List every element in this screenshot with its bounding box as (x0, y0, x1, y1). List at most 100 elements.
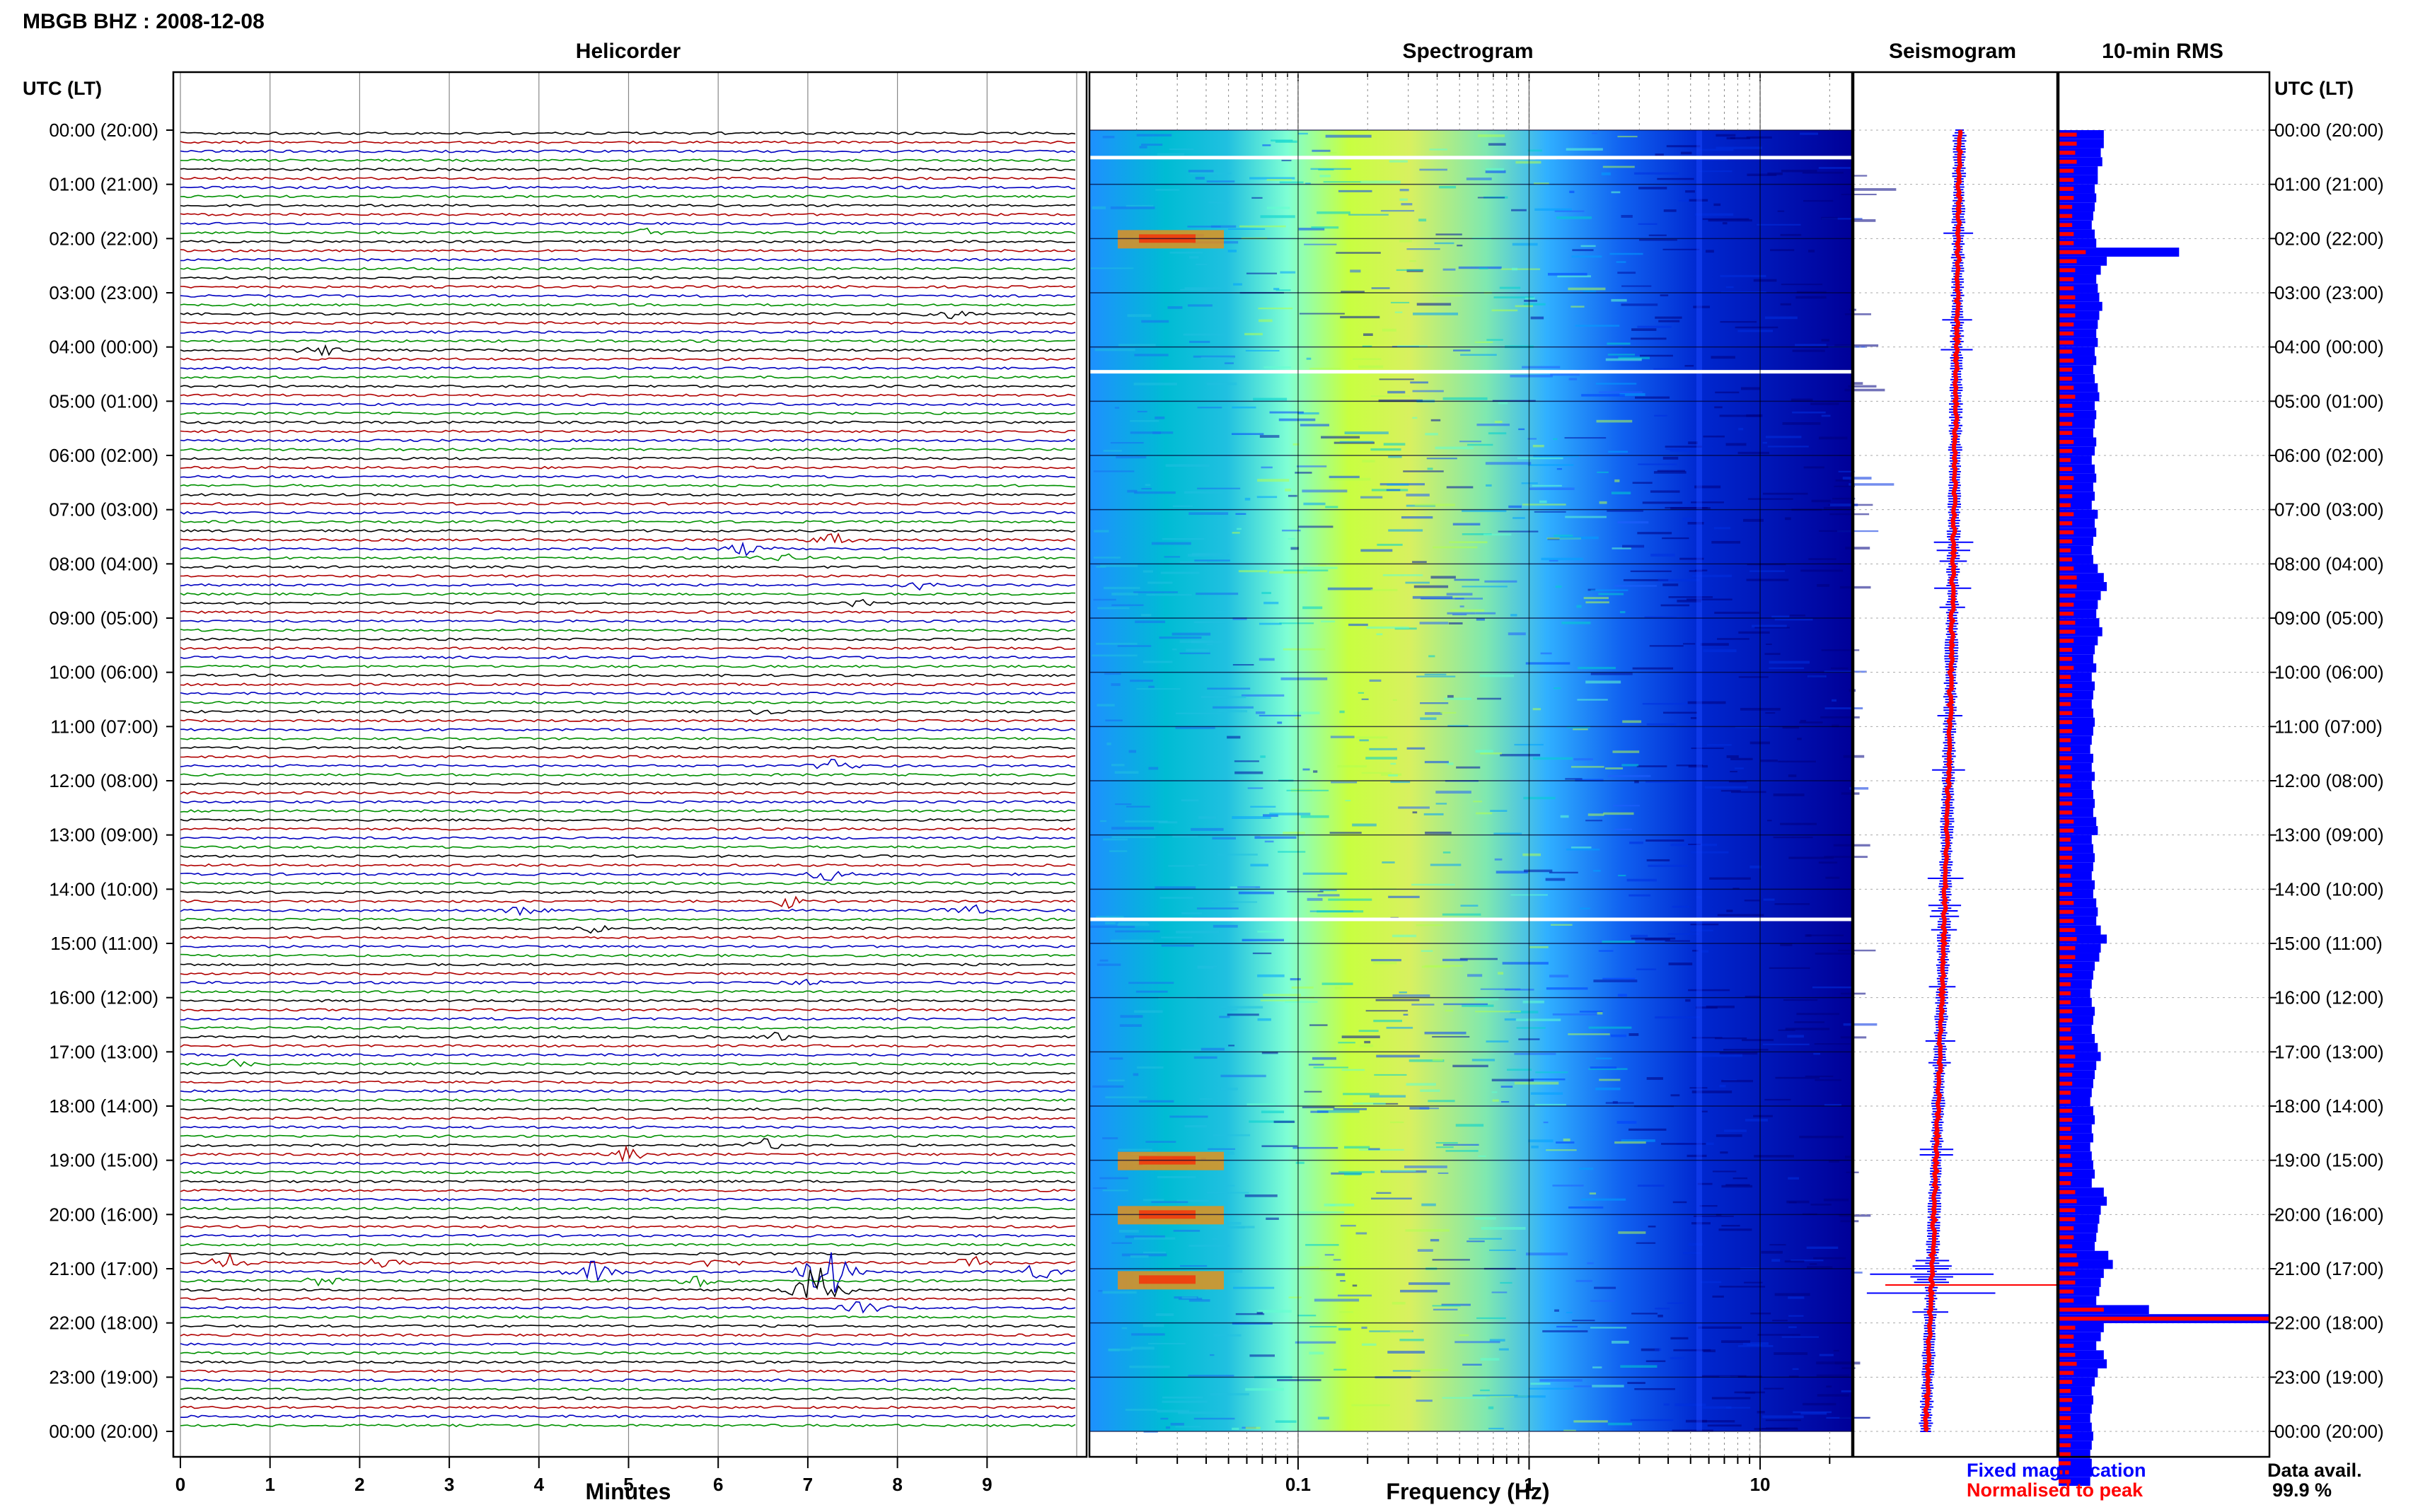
spectrogram-streak (1169, 251, 1203, 254)
spectrogram-streak (1821, 339, 1829, 342)
spectrogram-streak (1737, 451, 1769, 455)
rms-bar-normalised (2059, 575, 2077, 580)
rms-bar-fixed (2059, 1386, 2092, 1396)
helicorder-trace (180, 1125, 1076, 1129)
spectrogram-streak (1696, 1420, 1735, 1423)
rms-bar-normalised (2059, 512, 2074, 516)
spectrogram-streak (1788, 1202, 1797, 1204)
spectrogram-streak (1622, 720, 1642, 723)
spectrogram-streak (1502, 962, 1549, 965)
spectrogram-streak (1632, 482, 1653, 484)
spectrogram-streak (1784, 1260, 1805, 1263)
spectrogram-streak (1447, 762, 1454, 765)
spectrogram-streak (1215, 610, 1227, 613)
spectrogram-streak (1597, 1011, 1603, 1015)
rms-bar-normalised (2059, 937, 2077, 941)
rms-bar-fixed (2059, 274, 2097, 284)
spectrogram-streak (1361, 1326, 1367, 1330)
helicorder-trace (180, 475, 1076, 479)
spectrogram-streak (1621, 764, 1639, 767)
spectrogram-streak (1430, 863, 1462, 866)
spectrogram-streak (1577, 699, 1608, 701)
rms-bar-fixed (2059, 392, 2100, 402)
helicorder-trace (180, 904, 1076, 917)
spectrogram-streak (1305, 1244, 1339, 1246)
rms-bar-fixed (2059, 979, 2092, 989)
helicorder-trace (180, 293, 1076, 298)
spectrogram-streak (1298, 525, 1334, 528)
spectrogram-streak (1405, 1229, 1450, 1232)
spectrogram-streak (1232, 664, 1254, 666)
spectrogram-streak (1386, 489, 1401, 492)
spectrogram-streak (1210, 1354, 1215, 1356)
rms-bar-fixed (2059, 1341, 2097, 1351)
rms-bar-normalised (2059, 349, 2073, 354)
spectrogram-streak (1749, 570, 1786, 572)
rms-bar-fixed (2059, 265, 2101, 275)
spectrogram-streak (1138, 1100, 1174, 1103)
spectrogram-streak (1279, 181, 1304, 184)
spectrogram-streak (1446, 593, 1473, 596)
spectrogram-streak (1110, 442, 1144, 444)
spectrogram-streak (1718, 1228, 1752, 1231)
spectrogram-streak (1645, 780, 1679, 783)
spectrogram-streak (1753, 1115, 1773, 1117)
spectrogram-streak (1648, 234, 1667, 236)
spectrogram-streak (1165, 464, 1210, 467)
rms-bar-fixed (2059, 175, 2098, 185)
time-tick-label-right: 01:00 (21:00) (2274, 174, 2384, 195)
spectrogram-streak (1360, 549, 1393, 552)
spectrogram-streak (1534, 208, 1572, 211)
spectrogram-streak (1514, 1395, 1546, 1398)
spectrogram-streak (1762, 441, 1768, 444)
rms-bar-normalised (2059, 847, 2073, 851)
rms-bar-normalised (2059, 946, 2076, 950)
spectrogram-streak (1198, 816, 1217, 819)
rms-bar-fixed (2059, 1151, 2092, 1161)
spectrogram-streak (1688, 844, 1701, 846)
spectrogram-streak (1245, 1426, 1261, 1429)
spectrogram-streak (1259, 435, 1280, 438)
spectrogram-streak (1263, 601, 1279, 605)
rms-bar-normalised (2059, 530, 2074, 535)
rms-bar-fixed (2059, 1269, 2104, 1279)
spectrogram-streak (1275, 1420, 1297, 1423)
spectrogram-streak (1143, 1199, 1164, 1202)
spectrogram-streak (1168, 865, 1195, 867)
spectrogram-streak (1372, 962, 1397, 965)
spectrogram-streak (1813, 1257, 1846, 1260)
helicorder-tick-label: 7 (803, 1474, 813, 1495)
helicorder-trace (180, 924, 1076, 934)
spectrogram-streak (1662, 248, 1700, 250)
spectrogram-streak (1259, 658, 1275, 661)
spectrogram-streak (1725, 1184, 1750, 1186)
spectrogram-streak (1583, 597, 1609, 600)
spectrogram-streak (1817, 583, 1830, 587)
spectrogram-streak (1120, 1015, 1143, 1018)
spectrogram-streak (1277, 1379, 1321, 1382)
spectrogram-streak (1668, 963, 1693, 965)
helicorder-trace (180, 532, 1076, 544)
rms-bar-fixed (2059, 518, 2095, 528)
spectrogram-streak (1183, 333, 1227, 336)
spectrogram-streak (1283, 569, 1329, 571)
spectrogram-streak (1262, 144, 1271, 146)
spectrogram-streak (1282, 529, 1301, 532)
spectrogram-streak (1233, 283, 1242, 286)
spectrogram-streak (1143, 570, 1154, 573)
spectrogram-streak (1500, 1281, 1512, 1284)
time-tick-label-right: 04:00 (00:00) (2274, 337, 2384, 358)
spectrogram-streak (1508, 632, 1526, 636)
spectrogram-streak (1585, 601, 1609, 604)
rms-bar-fixed (2059, 745, 2090, 754)
spectrogram-streak (1815, 953, 1855, 955)
spectrogram-streak (1338, 1327, 1351, 1331)
spectrogram-streak (1685, 999, 1691, 1002)
spectrogram-streak (1130, 1347, 1155, 1350)
spectrogram-streak (1720, 1151, 1728, 1154)
spectrogram-streak (1788, 774, 1797, 777)
spectrogram-streak (1803, 1402, 1836, 1406)
rms-bar-normalised (2059, 259, 2077, 264)
spectrogram-streak (1256, 496, 1278, 499)
spectrogram-streak (1213, 706, 1254, 709)
